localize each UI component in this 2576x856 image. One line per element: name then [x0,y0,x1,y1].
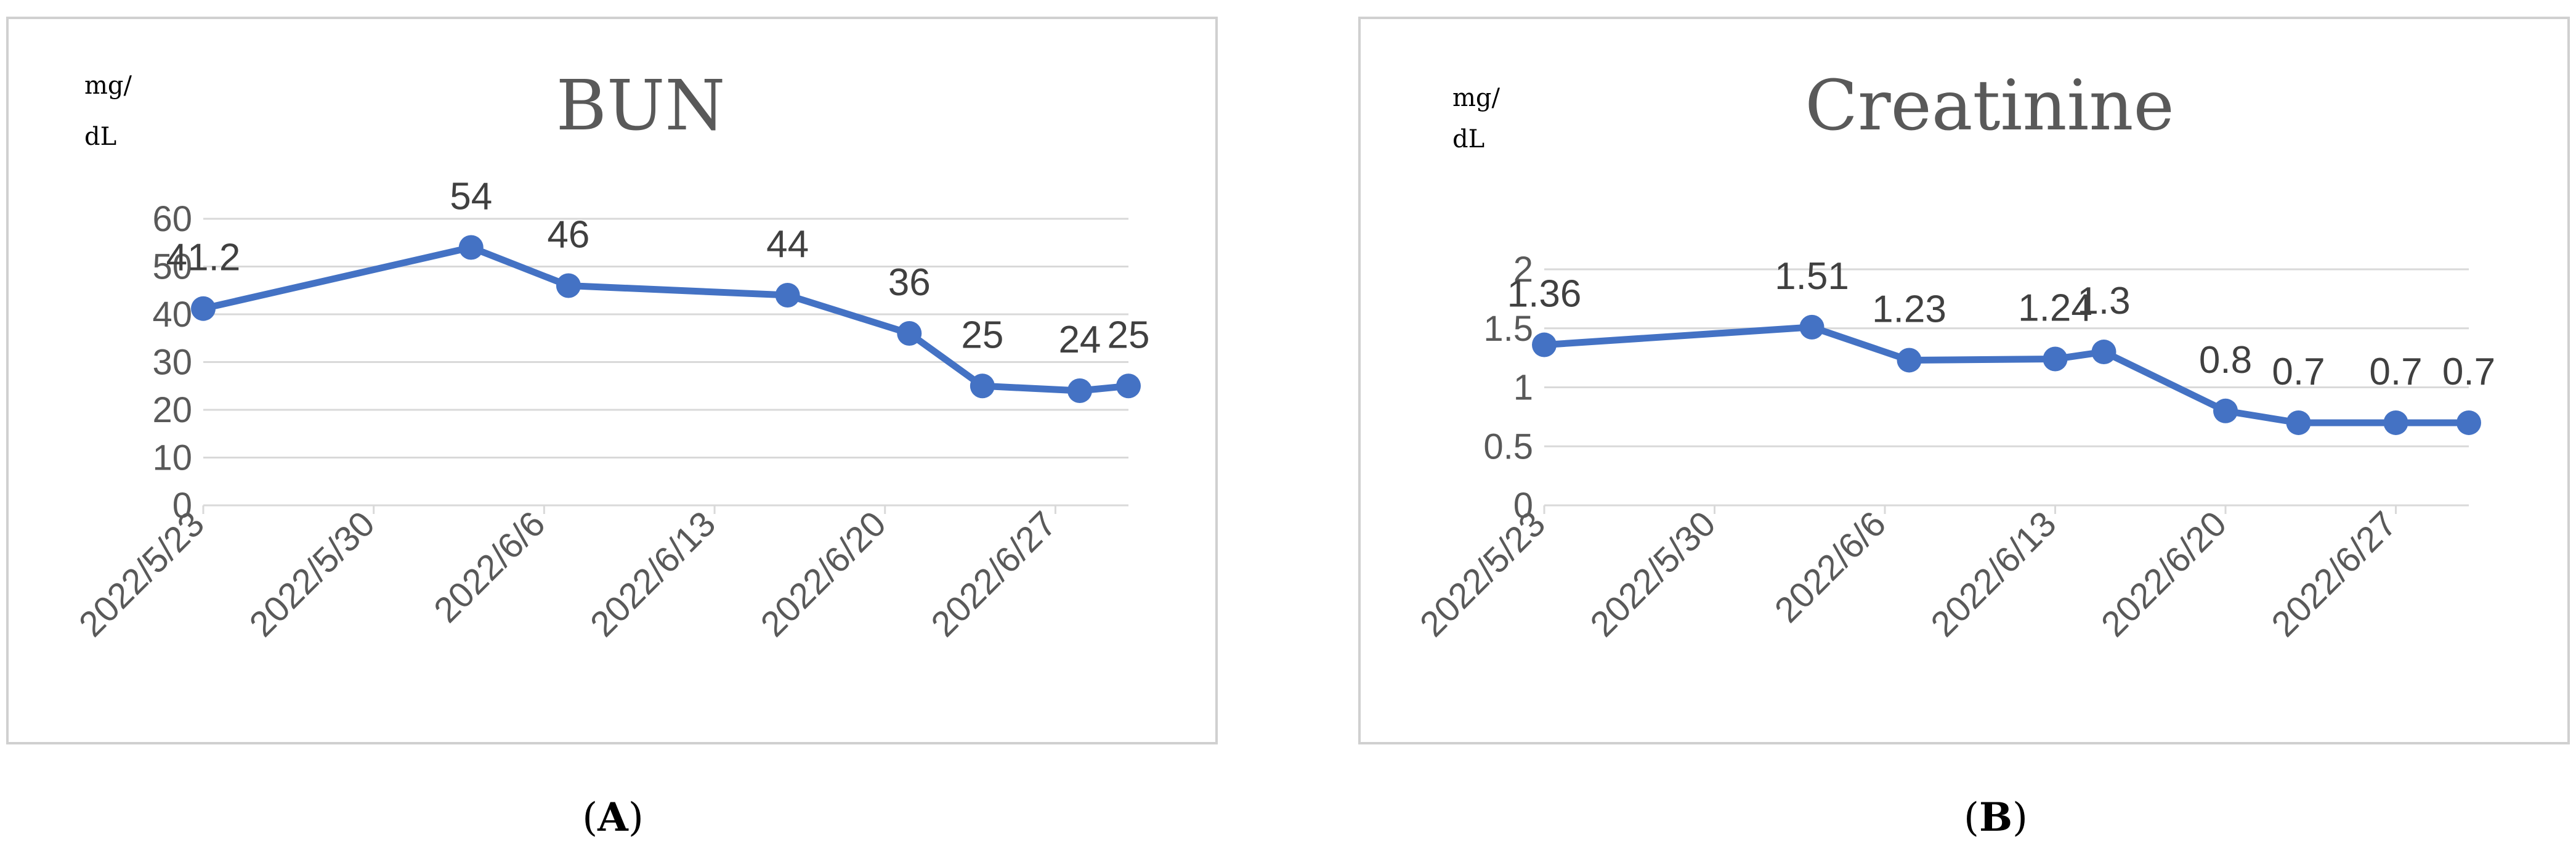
data-point [2043,346,2068,372]
data-label: 1.3 [2077,280,2130,322]
panel-caption: (A) [582,794,644,841]
y-tick-label: 0.5 [1483,426,1533,467]
data-point [1897,348,1922,373]
data-label: 1.24 [2018,287,2092,330]
chart-title: BUN [556,66,726,146]
y-tick-label: 0 [1513,486,1533,526]
data-label: 0.7 [2272,351,2325,393]
y-tick-label: 40 [152,295,192,335]
panel-caption: (B) [1964,794,2028,841]
data-label: 0.7 [2442,351,2495,393]
data-point [775,283,800,308]
y-tick-label: 1 [1513,368,1533,408]
data-label: 1.51 [1775,255,1849,298]
data-label: 1.23 [1872,288,1946,330]
data-label: 0.8 [2199,339,2252,381]
chart-title: Creatinine [1805,66,2174,146]
y-tick-label: 10 [152,438,192,478]
chart-frame [1358,17,2570,744]
data-label: 41.2 [166,237,241,279]
chart-frame [6,17,1218,744]
data-point [970,373,995,399]
data-label: 25 [961,314,1003,356]
data-point [2286,410,2311,435]
data-label: 44 [766,223,809,266]
y-unit-label-line1: mg/ [1452,84,1501,112]
data-label: 46 [547,214,589,256]
data-label: 25 [1108,314,1150,356]
series-line [200,244,1132,394]
data-label: 36 [888,261,931,304]
data-point [1067,378,1092,403]
data-label: 1.36 [1507,273,1582,316]
y-tick-label: 0 [172,486,192,526]
data-point [2383,410,2408,435]
data-point [897,321,922,346]
y-tick-label: 20 [152,390,192,430]
y-tick-label: 50 [152,247,192,287]
y-tick-label: 30 [152,343,192,383]
data-label: 0.7 [2369,351,2422,393]
data-point [1799,314,1825,340]
y-tick-label: 60 [152,199,192,239]
y-unit-label-line2: dL [84,123,116,151]
data-point [1532,332,1557,357]
data-point [458,235,484,260]
data-point [2457,410,2481,435]
data-point [1116,373,1141,399]
data-point [2213,398,2238,423]
data-label: 54 [450,176,492,218]
y-unit-label-line2: dL [1452,125,1484,153]
y-tick-label: 1.5 [1483,309,1533,349]
data-point [191,296,216,321]
data-label: 24 [1058,319,1101,361]
data-point [556,273,581,298]
data-point [2091,340,2116,365]
y-tick-label: 2 [1513,250,1533,290]
y-unit-label-line1: mg/ [84,71,132,100]
